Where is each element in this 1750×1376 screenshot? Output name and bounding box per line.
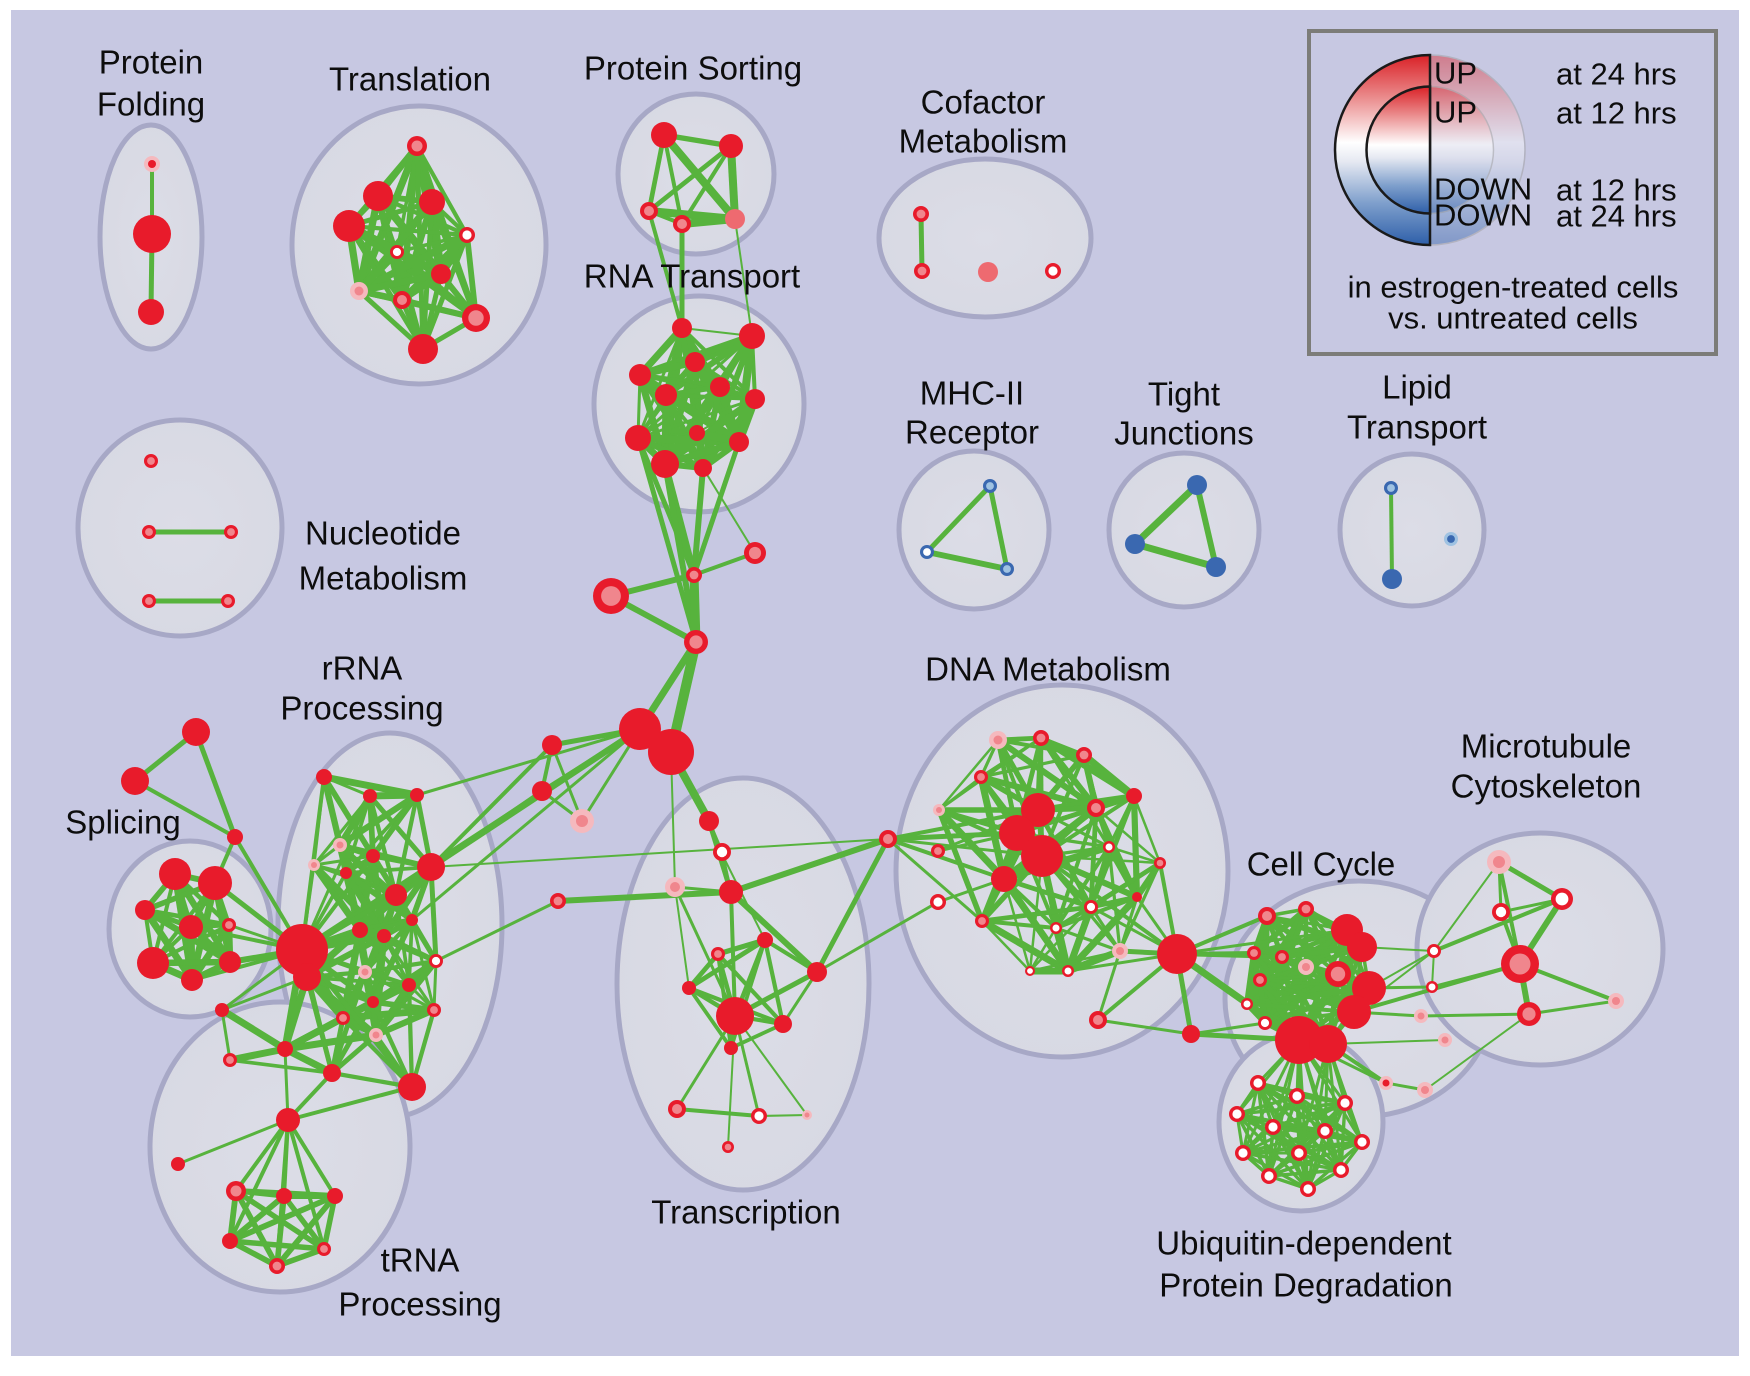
svg-text:UP: UP <box>1434 56 1477 91</box>
svg-text:tRNA: tRNA <box>381 1242 460 1279</box>
svg-text:DNA Metabolism: DNA Metabolism <box>925 651 1171 688</box>
svg-text:Protein Degradation: Protein Degradation <box>1159 1267 1453 1304</box>
svg-text:Transport: Transport <box>1347 409 1487 446</box>
svg-text:Splicing: Splicing <box>65 804 181 841</box>
svg-text:UP: UP <box>1434 95 1477 130</box>
svg-text:Cytoskeleton: Cytoskeleton <box>1451 768 1642 805</box>
svg-text:Cofactor: Cofactor <box>921 84 1046 121</box>
svg-text:Folding: Folding <box>97 86 205 123</box>
svg-text:MHC-II: MHC-II <box>920 375 1024 412</box>
svg-text:at 24 hrs: at 24 hrs <box>1556 57 1677 92</box>
svg-text:Microtubule: Microtubule <box>1461 728 1632 765</box>
svg-text:Translation: Translation <box>329 61 491 98</box>
svg-text:Junctions: Junctions <box>1114 415 1253 452</box>
svg-text:Protein: Protein <box>99 44 204 81</box>
svg-text:Lipid: Lipid <box>1382 369 1452 406</box>
svg-text:Metabolism: Metabolism <box>899 123 1068 160</box>
svg-text:Metabolism: Metabolism <box>299 560 468 597</box>
svg-text:Cell Cycle: Cell Cycle <box>1247 846 1396 883</box>
svg-text:RNA Transport: RNA Transport <box>584 258 800 295</box>
svg-text:at 12 hrs: at 12 hrs <box>1556 173 1677 208</box>
svg-text:at 12 hrs: at 12 hrs <box>1556 96 1677 131</box>
svg-text:DOWN: DOWN <box>1434 172 1532 207</box>
svg-text:in estrogen-treated cells: in estrogen-treated cells <box>1348 270 1679 305</box>
svg-text:Ubiquitin-dependent: Ubiquitin-dependent <box>1156 1225 1451 1262</box>
svg-text:Transcription: Transcription <box>651 1194 841 1231</box>
svg-text:Nucleotide: Nucleotide <box>305 515 461 552</box>
svg-text:Protein Sorting: Protein Sorting <box>584 50 802 87</box>
svg-text:at 24 hrs: at 24 hrs <box>1556 199 1677 234</box>
svg-text:vs. untreated cells: vs. untreated cells <box>1388 301 1638 336</box>
svg-text:Processing: Processing <box>280 690 443 727</box>
svg-text:rRNA: rRNA <box>322 650 403 687</box>
svg-text:DOWN: DOWN <box>1434 198 1532 233</box>
svg-text:Receptor: Receptor <box>905 414 1039 451</box>
svg-text:Processing: Processing <box>338 1286 501 1323</box>
svg-text:Tight: Tight <box>1148 376 1220 413</box>
